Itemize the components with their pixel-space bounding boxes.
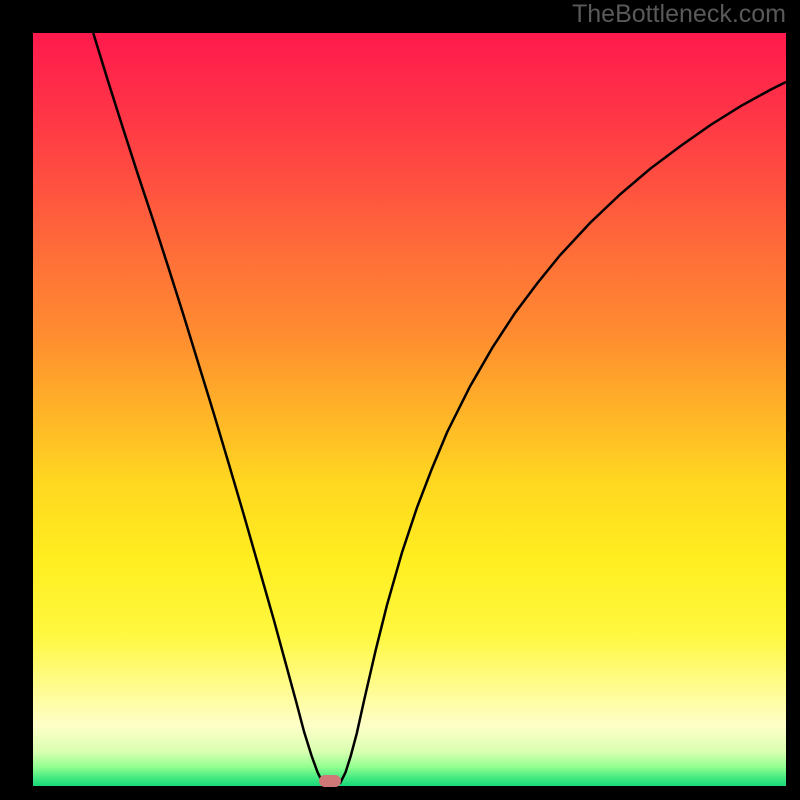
optimal-point-marker bbox=[319, 775, 341, 787]
chart-container: TheBottleneck.com bbox=[0, 0, 800, 800]
watermark-label: TheBottleneck.com bbox=[572, 0, 786, 29]
plot-area bbox=[33, 33, 786, 786]
gradient-background bbox=[33, 33, 786, 786]
